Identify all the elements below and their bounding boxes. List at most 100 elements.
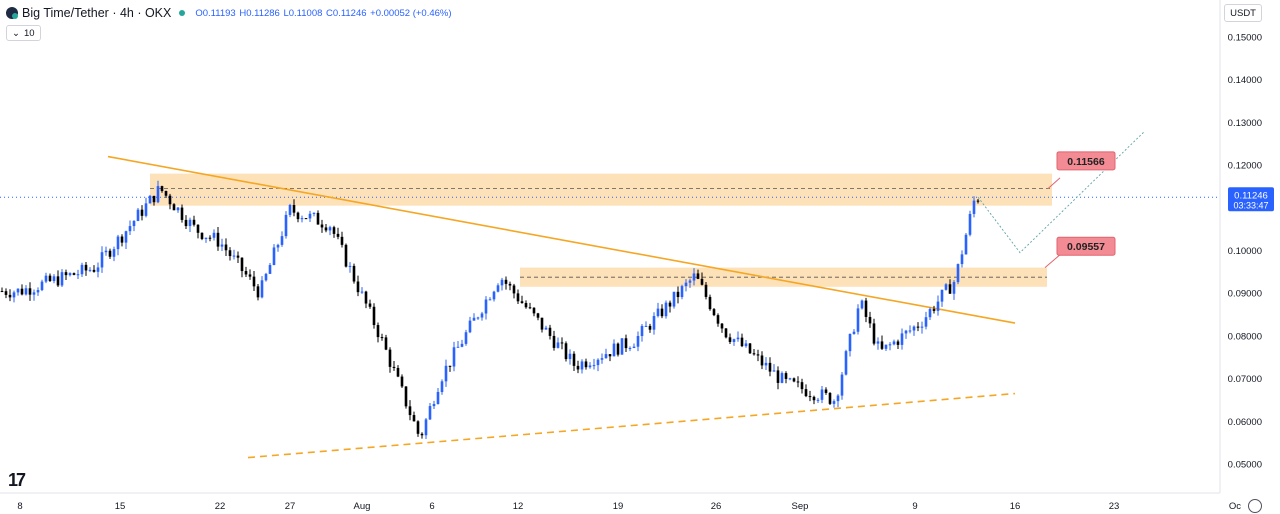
volume-toggle[interactable]: ⌄ 10 xyxy=(6,25,41,41)
price-tick-label: 0.13000 xyxy=(1228,118,1262,129)
candle-body xyxy=(948,284,952,294)
candle-body xyxy=(944,284,948,290)
candle-body xyxy=(620,338,624,355)
candle-body xyxy=(276,244,280,248)
price-tick-label: 0.05000 xyxy=(1228,460,1262,471)
close-value: C0.11246 xyxy=(326,7,367,19)
candle-body xyxy=(852,331,856,334)
candle-body xyxy=(376,325,380,338)
price-tick-label: 0.06000 xyxy=(1228,417,1262,428)
gear-icon[interactable] xyxy=(1248,499,1262,513)
tradingview-logo-icon[interactable]: 17 xyxy=(8,470,26,490)
candle-body xyxy=(744,343,748,347)
candle-body xyxy=(684,282,688,287)
change-value: +0.00052 (+0.46%) xyxy=(370,7,452,19)
low-value: L0.11008 xyxy=(283,7,323,19)
candle-body xyxy=(360,291,364,293)
candle-body xyxy=(848,333,852,352)
price-tick-label: 0.09000 xyxy=(1228,289,1262,300)
candle-body xyxy=(556,342,560,348)
descending-trendline xyxy=(107,155,1016,324)
candle-body xyxy=(180,207,184,220)
time-tick-label: 12 xyxy=(513,501,524,512)
candle-body xyxy=(564,343,568,360)
candle-body xyxy=(16,288,20,293)
candle-body xyxy=(728,337,732,342)
candle-body xyxy=(280,236,284,245)
currency-selector[interactable]: USDT xyxy=(1224,4,1262,22)
candle-body xyxy=(372,306,376,326)
time-tick-label: 23 xyxy=(1109,501,1120,512)
candle-body xyxy=(900,333,904,345)
candle-body xyxy=(976,200,980,202)
candle-body xyxy=(720,323,724,329)
candle-body xyxy=(268,265,272,274)
target-label-pointer xyxy=(1047,177,1061,189)
candle-body xyxy=(416,421,420,434)
candle-body xyxy=(380,337,384,339)
time-tick-label: 6 xyxy=(429,501,434,512)
candle-body xyxy=(688,280,692,283)
candle-body xyxy=(152,195,156,203)
pullback-label-pointer xyxy=(1044,254,1061,268)
price-tick-label: 0.12000 xyxy=(1228,161,1262,172)
candle-body xyxy=(168,195,172,205)
candle-body xyxy=(488,299,492,301)
candle-body xyxy=(752,353,756,355)
candle-body xyxy=(220,244,224,247)
pullback-label-bg xyxy=(1056,236,1116,256)
candle-body xyxy=(604,354,608,359)
time-tick-label: 19 xyxy=(613,501,624,512)
candle-body xyxy=(164,190,168,196)
candle-body xyxy=(92,269,96,272)
candle-body xyxy=(516,293,520,302)
candle-body xyxy=(116,236,120,250)
candle-body xyxy=(912,326,916,331)
candle-body xyxy=(368,303,372,307)
candle-body xyxy=(776,370,780,383)
candle-body xyxy=(52,276,56,281)
candle-body xyxy=(832,401,836,404)
price-tick-label: 0.10000 xyxy=(1228,246,1262,257)
candle-body xyxy=(888,344,892,346)
volume-value: 10 xyxy=(23,27,35,39)
candle-body xyxy=(400,376,404,387)
candle-body xyxy=(344,244,348,267)
candle-body xyxy=(460,343,464,347)
candle-body xyxy=(28,288,32,295)
candle-body xyxy=(228,250,232,257)
candle-body xyxy=(588,365,592,368)
candle-body xyxy=(592,365,596,367)
candle-body xyxy=(600,358,604,360)
candle-body xyxy=(12,292,16,298)
candle-body xyxy=(24,288,28,295)
symbol-title[interactable]: Big Time/Tether · 4h · OKX xyxy=(22,6,172,20)
candle-body xyxy=(916,326,920,328)
candle-body xyxy=(972,200,976,214)
candle-body xyxy=(208,237,212,239)
candle-body xyxy=(484,299,488,314)
target-label-bg xyxy=(1056,151,1116,171)
candle-body xyxy=(252,276,256,287)
candle-body xyxy=(616,343,620,355)
candle-body xyxy=(172,204,176,211)
candle-body xyxy=(452,347,456,367)
price-tick-label: 0.14000 xyxy=(1228,75,1262,86)
candle-body xyxy=(112,249,116,257)
candle-body xyxy=(148,195,152,204)
candle-body xyxy=(760,355,764,366)
candle-body xyxy=(736,337,740,340)
candle-body xyxy=(88,269,92,271)
candle-body xyxy=(660,308,664,317)
candle-body xyxy=(284,214,288,237)
candle-body xyxy=(324,227,328,231)
candle-body xyxy=(500,279,504,286)
pullback-label-text: 0.09557 xyxy=(1067,241,1105,253)
candle-body xyxy=(20,288,24,295)
candle-body xyxy=(740,337,744,347)
candle-body xyxy=(576,365,580,370)
candle-body xyxy=(968,213,972,235)
candle-body xyxy=(412,415,416,422)
candle-body xyxy=(156,186,160,203)
